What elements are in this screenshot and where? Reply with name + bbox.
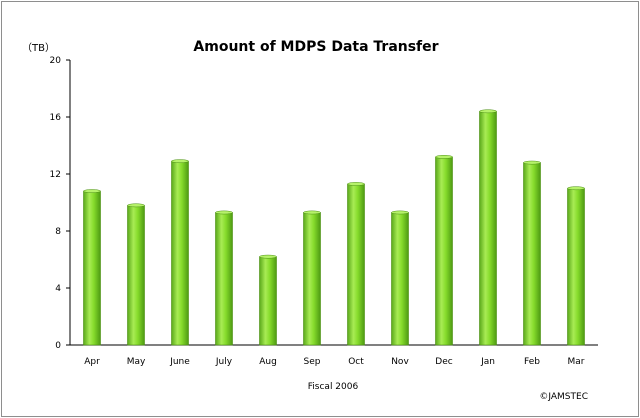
x-tick-label: Sep <box>304 357 321 367</box>
y-tick-label: 12 <box>50 170 61 180</box>
x-tick-label: Apr <box>84 357 100 367</box>
bar-nov <box>391 212 409 346</box>
x-tick-label: Jan <box>480 357 495 367</box>
y-tick-label: 4 <box>55 284 61 294</box>
y-ticks: 0 4 8 12 16 20 <box>50 56 70 351</box>
x-tick-label: May <box>127 357 146 367</box>
x-tick-label: Nov <box>391 357 409 367</box>
chart-title: Amount of MDPS Data Transfer <box>193 39 438 55</box>
bar-cap-dec <box>435 155 453 159</box>
x-tick-label: Aug <box>259 357 277 367</box>
y-tick-label: 8 <box>55 227 61 237</box>
bar-aug <box>259 256 277 346</box>
bar-cap-sep <box>303 210 321 215</box>
bar-cap-nov <box>391 210 409 215</box>
bar-cap-apr <box>83 189 101 193</box>
bar-june <box>171 160 189 346</box>
bar-oct <box>347 183 365 346</box>
x-tick-label: July <box>215 357 233 367</box>
y-tick-label: 16 <box>50 113 62 123</box>
bar-feb <box>523 162 541 346</box>
bars <box>83 109 585 346</box>
bar-cap-july <box>215 210 233 215</box>
x-tick-label: Feb <box>524 357 540 367</box>
bar-cap-aug <box>259 254 277 259</box>
bar-cap-june <box>171 159 189 164</box>
bar-mar <box>567 187 585 346</box>
bar-sep <box>303 212 321 346</box>
bar-cap-mar <box>567 186 585 191</box>
bar-july <box>215 212 233 346</box>
bar-cap-may <box>127 203 145 208</box>
x-ticks: Apr May June July Aug Sep Oct Nov Dec Jan Feb Mar <box>84 357 585 367</box>
y-tick-label: 20 <box>50 56 62 66</box>
x-tick-label: June <box>169 357 190 367</box>
bar-cap-feb <box>523 160 541 165</box>
bar-jan <box>479 111 497 346</box>
x-axis-label: Fiscal 2006 <box>308 382 359 392</box>
x-tick-label: Dec <box>435 357 452 367</box>
bar-cap-oct <box>347 182 365 186</box>
x-tick-label: Mar <box>568 357 585 367</box>
x-tick-label: Oct <box>348 357 364 367</box>
copyright-text: ©JAMSTEC <box>539 392 588 402</box>
unit-label: （TB） <box>22 42 55 54</box>
y-tick-label: 0 <box>55 341 61 351</box>
bar-dec <box>435 156 453 346</box>
bar-cap-jan <box>479 109 497 114</box>
bar-may <box>127 205 145 346</box>
bar-apr <box>83 190 101 346</box>
